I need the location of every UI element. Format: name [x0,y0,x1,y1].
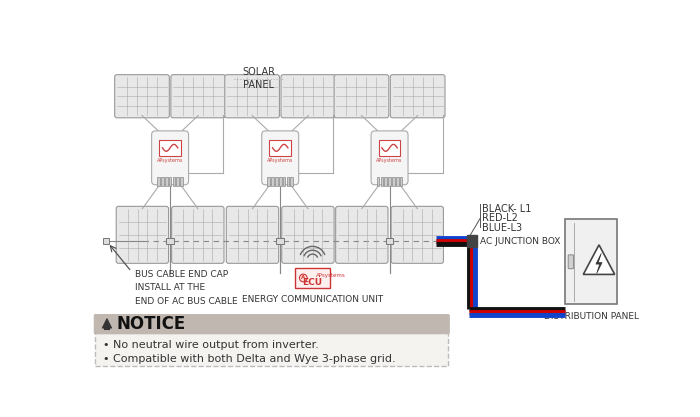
FancyBboxPatch shape [226,206,279,263]
Circle shape [300,274,307,282]
FancyBboxPatch shape [286,177,289,186]
FancyBboxPatch shape [371,131,408,185]
FancyBboxPatch shape [270,140,291,156]
Text: BLUE-L3: BLUE-L3 [482,223,522,233]
Polygon shape [102,319,111,328]
Text: APsystems: APsystems [316,273,345,278]
FancyBboxPatch shape [160,140,181,156]
FancyBboxPatch shape [165,177,167,186]
FancyBboxPatch shape [262,131,299,185]
FancyBboxPatch shape [181,177,183,186]
FancyBboxPatch shape [225,75,279,118]
FancyBboxPatch shape [116,206,169,263]
Text: RED-L2: RED-L2 [482,213,518,223]
Text: DISTRIBUTION PANEL: DISTRIBUTION PANEL [544,312,639,321]
FancyBboxPatch shape [95,316,448,366]
FancyBboxPatch shape [171,75,225,118]
FancyBboxPatch shape [281,206,334,263]
FancyBboxPatch shape [391,75,445,118]
FancyBboxPatch shape [281,75,336,118]
FancyBboxPatch shape [290,177,293,186]
Text: ECU: ECU [302,278,323,287]
FancyBboxPatch shape [115,75,169,118]
FancyBboxPatch shape [167,238,174,244]
FancyBboxPatch shape [94,314,449,334]
Polygon shape [583,245,615,274]
Text: BUS CABLE END CAP
INSTALL AT THE
END OF AC BUS CABLE: BUS CABLE END CAP INSTALL AT THE END OF … [135,270,238,306]
Polygon shape [596,253,602,273]
FancyBboxPatch shape [283,177,286,186]
FancyBboxPatch shape [295,268,330,288]
Text: SOLAR
PANEL: SOLAR PANEL [242,67,275,90]
FancyBboxPatch shape [392,177,395,186]
FancyBboxPatch shape [176,177,179,186]
Text: ENERGY COMMUNICATION UNIT: ENERGY COMMUNICATION UNIT [242,295,383,304]
FancyBboxPatch shape [381,177,383,186]
FancyBboxPatch shape [172,206,224,263]
FancyBboxPatch shape [389,177,391,186]
FancyBboxPatch shape [161,177,164,186]
FancyBboxPatch shape [169,177,172,186]
FancyBboxPatch shape [396,177,398,186]
FancyBboxPatch shape [565,219,617,304]
FancyBboxPatch shape [158,177,160,186]
Text: APsystems: APsystems [157,158,183,163]
Text: APsystems: APsystems [377,158,402,163]
FancyBboxPatch shape [568,255,573,269]
FancyBboxPatch shape [152,131,188,185]
Text: AC JUNCTION BOX: AC JUNCTION BOX [480,236,561,246]
FancyBboxPatch shape [103,238,109,244]
FancyBboxPatch shape [279,177,281,186]
Text: APsystems: APsystems [267,158,293,163]
FancyBboxPatch shape [400,177,402,186]
Text: A: A [301,276,305,281]
FancyBboxPatch shape [384,177,387,186]
FancyBboxPatch shape [386,238,393,244]
Text: • Compatible with both Delta and Wye 3-phase grid.: • Compatible with both Delta and Wye 3-p… [103,354,395,364]
FancyBboxPatch shape [267,177,270,186]
FancyBboxPatch shape [275,177,278,186]
FancyBboxPatch shape [336,206,388,263]
FancyBboxPatch shape [173,177,175,186]
FancyBboxPatch shape [334,75,388,118]
Text: • No neutral wire output from inverter.: • No neutral wire output from inverter. [103,340,319,350]
Text: BLACK- L1: BLACK- L1 [482,204,531,214]
FancyBboxPatch shape [391,206,444,263]
FancyBboxPatch shape [271,177,274,186]
FancyBboxPatch shape [94,314,449,334]
FancyBboxPatch shape [276,238,284,244]
FancyBboxPatch shape [466,235,477,247]
Text: NOTICE: NOTICE [117,315,186,333]
FancyBboxPatch shape [377,177,379,186]
FancyBboxPatch shape [379,140,400,156]
